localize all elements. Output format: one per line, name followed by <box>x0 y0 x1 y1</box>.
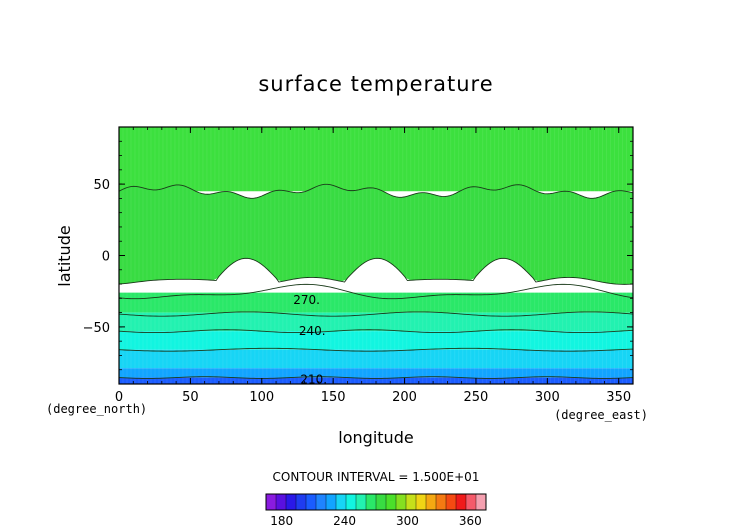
colorbar-swatch <box>325 493 337 511</box>
colorbar-swatch <box>415 493 427 511</box>
y-axis-label: latitude <box>55 225 74 286</box>
contour-line-285 <box>118 257 634 285</box>
y-unit-label: (degree_north) <box>46 402 147 416</box>
contour-fill-bands <box>118 127 633 384</box>
colorbar-swatch <box>365 493 377 511</box>
colorbar-swatch <box>425 493 437 511</box>
contour-band <box>119 184 633 285</box>
x-tick-label: 50 <box>182 390 199 405</box>
colorbar-tick-label: 300 <box>396 514 419 528</box>
colorbar-swatch <box>285 493 297 511</box>
colorbar-swatch <box>295 493 307 511</box>
contour-band <box>119 349 633 369</box>
contour-line-225 <box>118 347 634 352</box>
contour-band <box>119 331 633 350</box>
contour-band <box>119 292 633 313</box>
contour-band <box>119 368 633 378</box>
colorbar-swatch <box>315 493 327 511</box>
colorbar-swatch <box>345 493 357 511</box>
colorbar <box>265 493 487 511</box>
colorbar-frame <box>265 493 487 511</box>
colorbar-swatch <box>435 493 447 511</box>
contour-line-300 <box>118 183 634 199</box>
colorbar-swatch <box>445 493 457 511</box>
contour-interval-note: CONTOUR INTERVAL = 1.500E+01 <box>273 470 480 484</box>
x-tick-label: 200 <box>392 390 417 405</box>
y-axis-ticks: −50 0 50 <box>83 126 633 385</box>
x-axis-label: longitude <box>338 428 413 447</box>
colorbar-tick-label: 240 <box>333 514 356 528</box>
colorbar-swatch <box>405 493 417 511</box>
colorbar-ticks: 180 240 300 360 <box>270 514 481 528</box>
plot-area: 270. 240. 210. 0 50 100 150 200 250 300 350 −50 0 5… <box>83 126 634 405</box>
contour-lines <box>118 183 634 379</box>
colorbar-swatch <box>465 493 477 511</box>
contour-line-240 <box>118 329 634 334</box>
contour-label: 210. <box>300 373 327 387</box>
colorbar-swatch <box>475 493 487 511</box>
colorbar-swatch <box>355 493 367 511</box>
y-tick-label: −50 <box>83 321 110 336</box>
x-tick-label: 0 <box>115 390 123 405</box>
x-tick-label: 100 <box>249 390 274 405</box>
y-tick-label: 0 <box>102 250 110 265</box>
colorbar-swatch <box>395 493 407 511</box>
contour-labels: 270. 240. 210. <box>293 293 327 387</box>
contour-band <box>119 127 633 192</box>
contour-label: 240. <box>299 324 326 338</box>
x-tick-label: 150 <box>321 390 346 405</box>
colorbar-swatch <box>335 493 347 511</box>
y-tick-label: 50 <box>93 178 110 193</box>
contour-label: 270. <box>293 293 320 307</box>
colorbar-swatch <box>385 493 397 511</box>
contour-line-255 <box>118 311 634 317</box>
x-tick-label: 250 <box>464 390 489 405</box>
colorbar-swatch <box>455 493 467 511</box>
x-tick-label: 300 <box>535 390 560 405</box>
x-axis-ticks: 0 50 100 150 200 250 300 350 <box>115 127 634 405</box>
colorbar-swatch <box>375 493 387 511</box>
contour-line-210 <box>118 376 634 379</box>
colorbar-tick-label: 180 <box>270 514 293 528</box>
chart-title: surface temperature <box>258 72 493 96</box>
colorbar-swatch <box>275 493 287 511</box>
colorbar-swatch <box>265 493 277 511</box>
x-unit-label: (degree_east) <box>554 408 648 422</box>
colorbar-swatch <box>305 493 317 511</box>
colorbar-tick-label: 360 <box>459 514 482 528</box>
contour-line-270 <box>118 283 634 300</box>
x-tick-label: 350 <box>606 390 631 405</box>
contour-band <box>119 312 633 332</box>
